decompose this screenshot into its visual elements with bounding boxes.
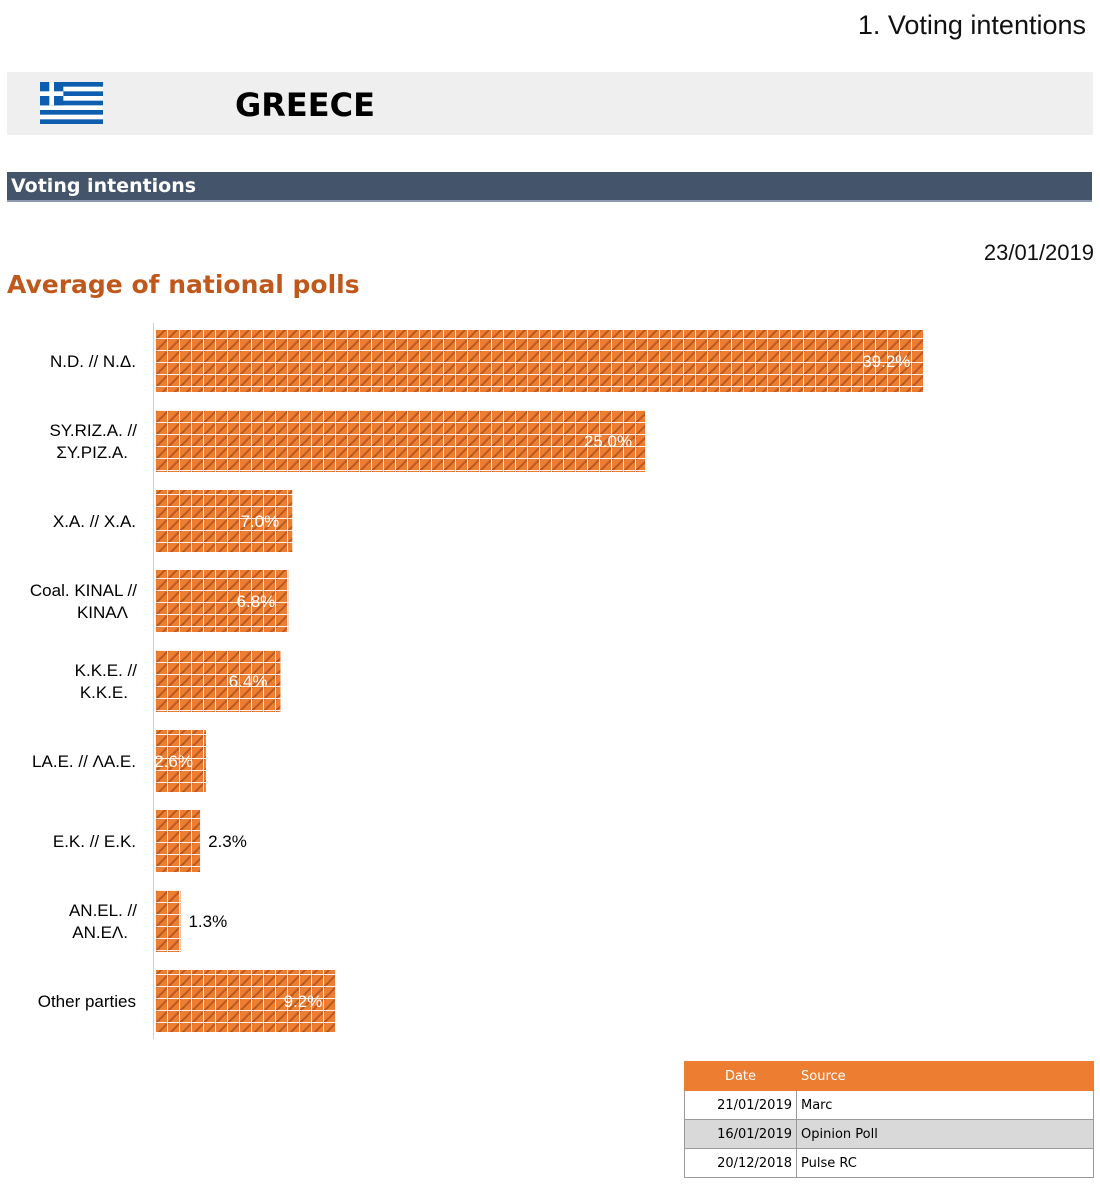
- table-row: 20/12/2018 Pulse RC: [684, 1148, 1094, 1178]
- row-date: 21/01/2019: [684, 1090, 797, 1120]
- report-date: 23/01/2019: [983, 240, 1094, 265]
- category-label: K.K.E. //Κ.Κ.Ε.: [75, 661, 138, 702]
- row-source: Marc: [796, 1090, 1094, 1120]
- country-name: GREECE: [235, 86, 375, 124]
- category-label: N.D. // Ν.Δ.: [50, 352, 136, 371]
- header-date: Date: [684, 1061, 797, 1091]
- category-label: LA.E. // ΛΑ.Ε.: [32, 752, 136, 771]
- row-date: 16/01/2019: [684, 1119, 797, 1149]
- page-heading: 1. Voting intentions: [857, 10, 1086, 40]
- value-label: 6.8%: [237, 592, 276, 611]
- table-row: 21/01/2019 Marc: [684, 1090, 1094, 1120]
- table-row: 16/01/2019 Opinion Poll: [684, 1119, 1094, 1149]
- sources-header-row: Date Source: [684, 1061, 1094, 1091]
- row-source: Opinion Poll: [796, 1119, 1094, 1149]
- category-label: Other parties: [38, 992, 136, 1011]
- section-title: Voting intentions: [11, 175, 197, 197]
- bar: [155, 410, 646, 472]
- greek-flag-icon: [40, 82, 103, 124]
- value-label: 1.3%: [188, 912, 227, 931]
- value-label: 7.0%: [240, 512, 279, 531]
- value-label: 39.2%: [862, 352, 910, 371]
- bar: [155, 970, 336, 1032]
- bar: [155, 330, 924, 392]
- section-title-bar: Voting intentions: [7, 172, 1092, 202]
- row-source: Pulse RC: [796, 1148, 1094, 1178]
- category-label: AN.EL. //ΑΝ.ΕΛ.: [69, 901, 137, 942]
- bar-chart: N.D. // Ν.Δ. 39.2% SY.RIZ.A. //ΣΥ.ΡΙΖ.Α. 25…: [30, 323, 924, 1039]
- value-label: 25.0%: [584, 432, 632, 451]
- sources-table: Date Source 21/01/2019 Marc 16/01/2019 O…: [684, 1061, 1094, 1178]
- value-label: 6.4%: [229, 672, 268, 691]
- category-label: E.K. // Ε.Κ.: [53, 832, 136, 851]
- bar: [155, 570, 289, 632]
- bar: [155, 490, 293, 552]
- chart-title: Average of national polls: [7, 270, 360, 299]
- bar: [155, 890, 181, 952]
- row-date: 20/12/2018: [684, 1148, 797, 1178]
- category-label: X.A. // Χ.Α.: [53, 512, 136, 531]
- value-label: 9.2%: [284, 992, 323, 1011]
- header-source: Source: [796, 1061, 1094, 1091]
- bar: [155, 650, 281, 712]
- value-label: 2.3%: [208, 832, 247, 851]
- country-header: GREECE: [7, 72, 1093, 135]
- value-label: 2.6%: [154, 752, 193, 771]
- category-label: Coal. KINAL //ΚΙΝΑΛ: [30, 581, 137, 622]
- category-label: SY.RIZ.A. //ΣΥ.ΡΙΖ.Α.: [49, 421, 137, 462]
- bar: [155, 730, 206, 792]
- bar: [155, 810, 201, 872]
